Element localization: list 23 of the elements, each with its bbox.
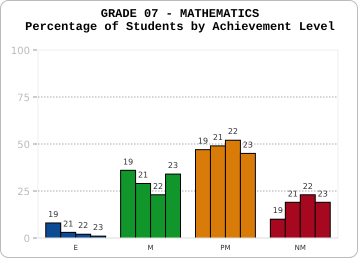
chart-subtitle: Percentage of Students by Achievement Level: [25, 20, 335, 34]
y-tick-label: 100: [10, 46, 30, 57]
y-tick-label: 75: [17, 93, 30, 104]
text: 23: [318, 189, 328, 198]
text: 23: [242, 140, 253, 150]
y-tick-label: 25: [17, 187, 30, 198]
chart-title: GRADE 07 - MATHEMATICS: [100, 7, 260, 21]
y-tick-label: 50: [17, 140, 30, 151]
text: 22: [228, 127, 238, 136]
series-label: 21: [63, 219, 74, 228]
text: 21: [288, 189, 298, 198]
text: 22: [302, 182, 313, 191]
text: 19: [272, 206, 283, 216]
text: 21: [138, 170, 148, 180]
series-label: 23: [93, 223, 104, 232]
text: 23: [168, 161, 178, 170]
y-tick-label: 0: [24, 234, 30, 245]
text: 19: [123, 157, 134, 166]
text: 19: [198, 136, 208, 146]
series-label: 19: [48, 210, 58, 219]
series-label: 22: [78, 221, 88, 230]
text: 22: [152, 182, 164, 191]
text: 21: [212, 132, 224, 142]
